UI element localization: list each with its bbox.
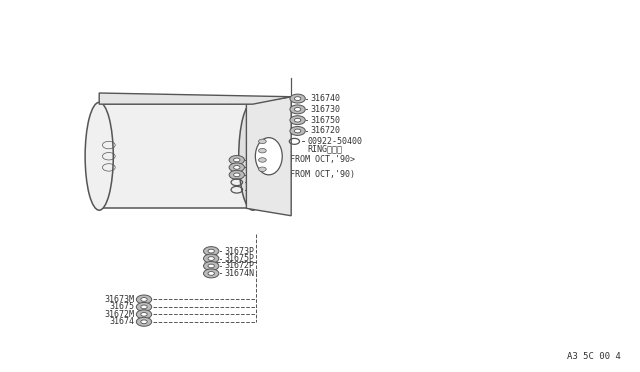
Circle shape [136,310,152,319]
Text: 31672M: 31672M [104,310,134,319]
Circle shape [204,247,219,256]
Circle shape [290,126,305,135]
Text: 31674: 31674 [109,317,134,326]
Text: 31675N: 31675N [250,163,280,172]
Text: 31673M: 31673M [104,295,134,304]
Text: 00922-50400: 00922-50400 [307,137,362,146]
Text: 31672P: 31672P [224,262,254,270]
Circle shape [290,94,305,103]
Circle shape [294,97,301,100]
Circle shape [294,108,301,111]
Circle shape [290,105,305,114]
Text: 31674M: 31674M [250,185,280,194]
Circle shape [141,320,147,324]
Circle shape [259,148,266,153]
Text: 31672N: 31672N [250,178,280,187]
Text: 31673N <FROM OCT,'90>: 31673N <FROM OCT,'90> [250,155,355,164]
Circle shape [290,116,305,125]
Circle shape [234,158,240,162]
Circle shape [136,302,152,311]
Circle shape [204,262,219,270]
Circle shape [259,158,266,162]
Circle shape [204,254,219,263]
Text: 316750: 316750 [310,116,340,125]
Circle shape [136,317,152,326]
Circle shape [204,269,219,278]
Ellipse shape [255,138,282,175]
Text: 316720: 316720 [310,126,340,135]
Text: 31674N: 31674N [224,269,254,278]
Text: 316730: 316730 [310,105,340,114]
Circle shape [208,257,214,260]
Text: 31675: 31675 [109,302,134,311]
Circle shape [208,264,214,268]
Text: 31675P: 31675P [224,254,254,263]
Circle shape [208,272,214,275]
Circle shape [141,305,147,309]
Circle shape [229,170,244,179]
Circle shape [234,173,240,177]
Circle shape [294,118,301,122]
Circle shape [136,295,152,304]
Ellipse shape [239,102,267,210]
Circle shape [141,312,147,316]
Circle shape [208,249,214,253]
Circle shape [259,167,266,171]
Circle shape [141,298,147,301]
Circle shape [259,139,266,144]
Text: 316740: 316740 [310,94,340,103]
Polygon shape [99,93,291,104]
Text: 31673P: 31673P [224,247,254,256]
Polygon shape [246,97,291,216]
Text: RINGリング: RINGリング [307,144,342,153]
Text: A3 5C 00 4: A3 5C 00 4 [567,352,621,361]
Polygon shape [99,104,253,208]
Ellipse shape [85,102,113,210]
Circle shape [229,155,244,164]
Circle shape [229,163,244,172]
Circle shape [294,129,301,133]
Circle shape [234,166,240,169]
Text: 31372M (FROM OCT,'90): 31372M (FROM OCT,'90) [250,170,355,179]
